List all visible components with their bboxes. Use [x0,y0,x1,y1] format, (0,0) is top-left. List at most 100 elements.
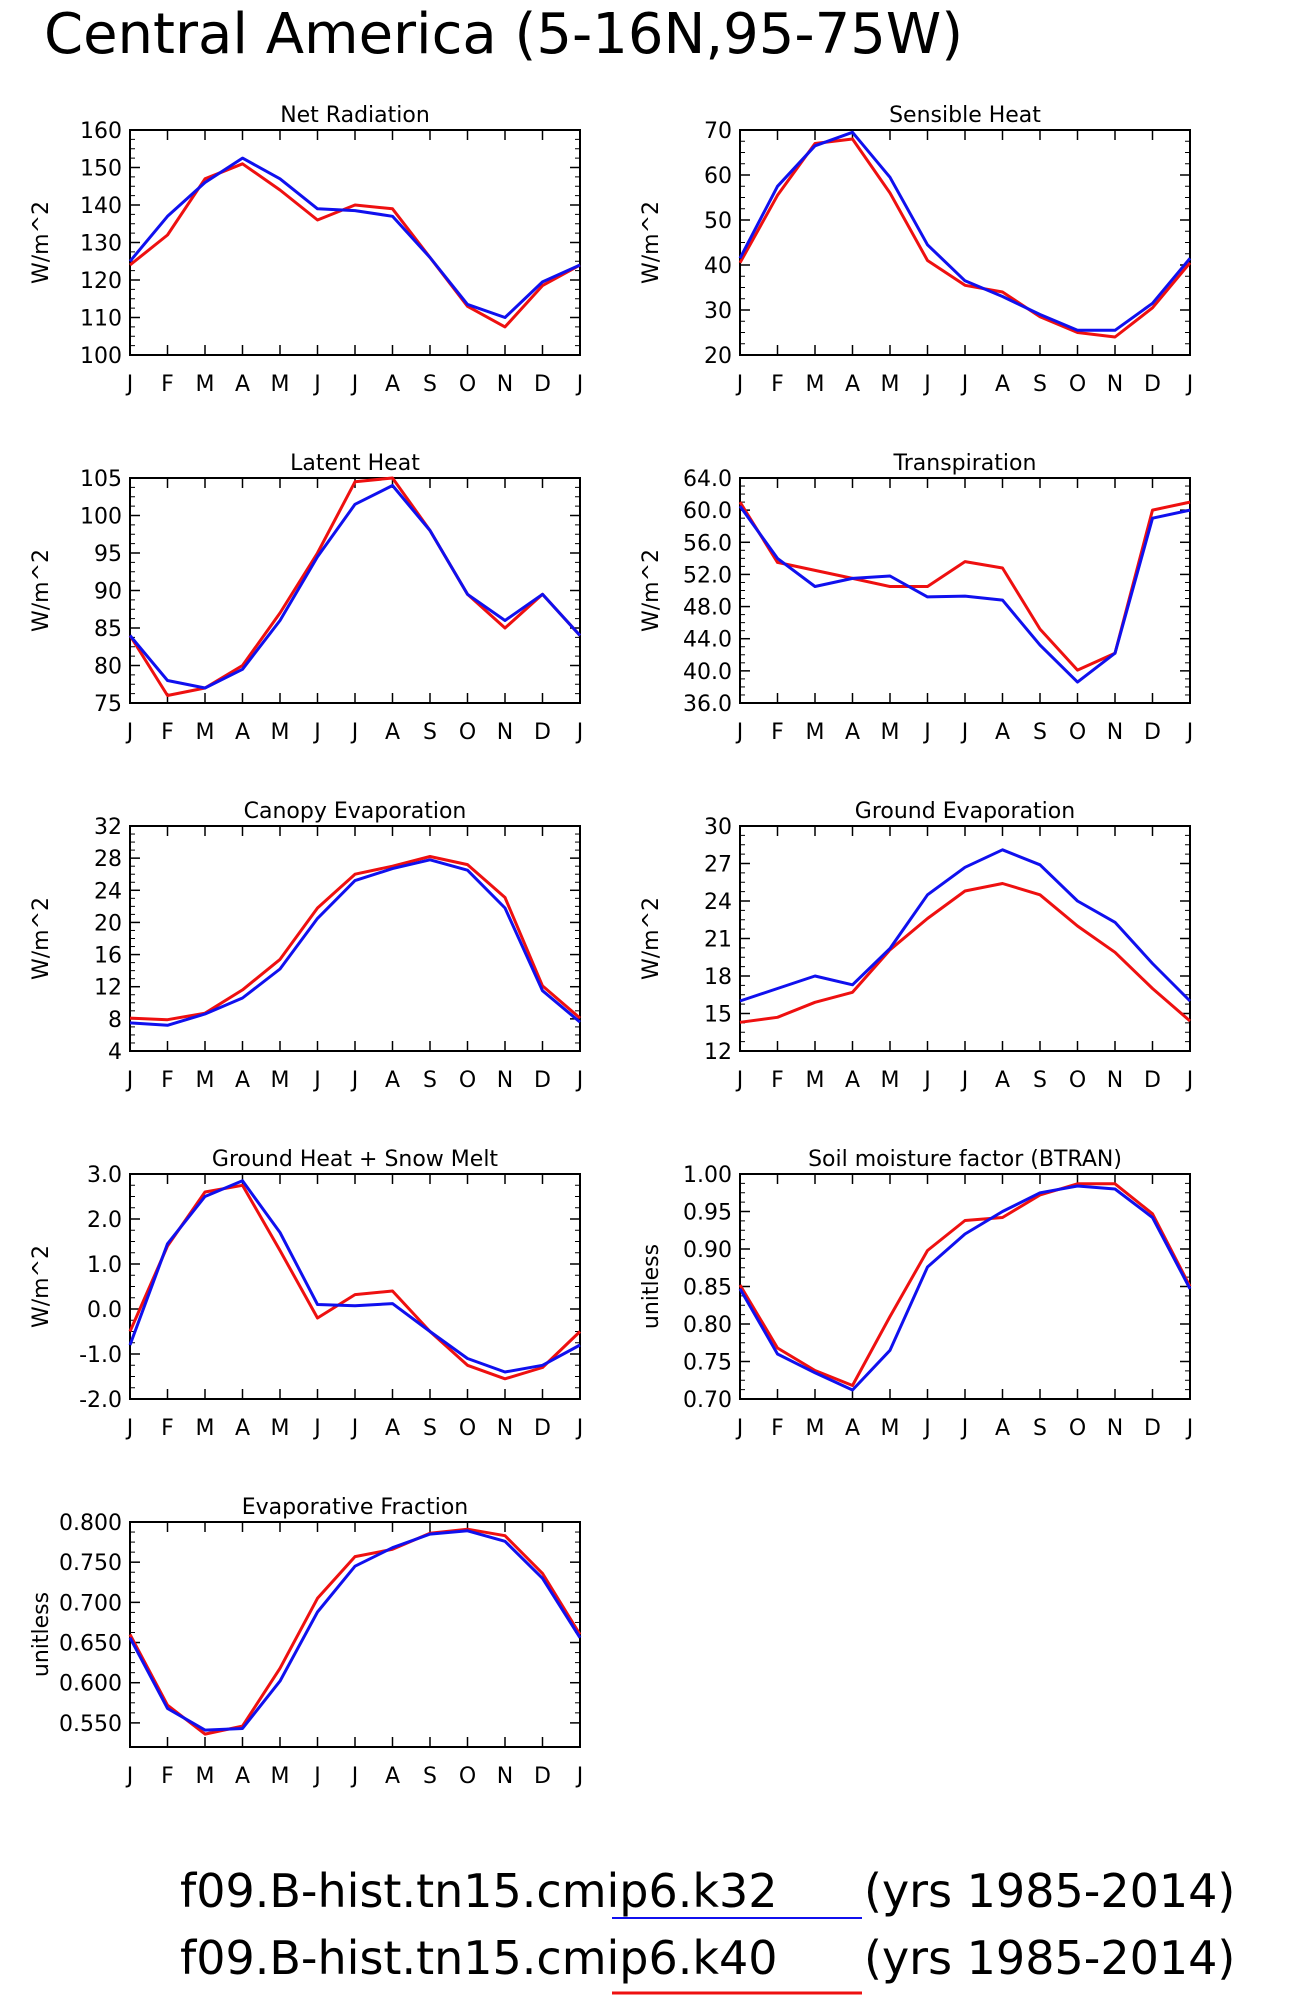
y-tick-label: -1.0 [79,1343,122,1368]
y-tick-label: 75 [94,692,122,717]
x-tick-label: M [271,372,290,397]
x-tick-label: J [312,372,321,397]
x-tick-label: A [845,1068,860,1093]
x-tick-label: J [575,1068,584,1093]
x-tick-label: A [845,372,860,397]
x-tick-label: F [161,372,174,397]
series-line-k40 [738,500,1191,672]
series-line-k32 [128,484,582,690]
x-tick-label: M [881,372,900,397]
panel-title: Latent Heat [290,451,420,476]
x-tick-label: J [125,372,134,397]
x-tick-label: D [534,372,551,397]
y-axis-label: W/m^2 [639,201,664,284]
y-tick-label: 105 [80,467,122,492]
x-tick-label: J [575,1416,584,1441]
y-tick-label: 15 [704,1003,732,1028]
x-tick-label: S [423,1416,437,1441]
x-tick-label: M [196,372,215,397]
figure-title: Central America (5-16N,95-75W) [44,2,963,67]
y-tick-label: 3.0 [87,1163,122,1188]
x-tick-label: J [575,1764,584,1789]
y-tick-label: 4 [108,1040,122,1065]
x-tick-label: S [423,720,437,745]
x-tick-label: N [1107,1068,1123,1093]
y-tick-label: 85 [94,617,122,642]
x-tick-label: N [1107,720,1123,745]
x-tick-label: N [497,720,513,745]
x-tick-label: J [350,1068,359,1093]
y-axis-label: W/m^2 [29,1245,54,1328]
y-tick-label: 0.700 [59,1591,122,1616]
y-tick-label: 24 [704,890,732,915]
x-tick-label: J [1185,372,1194,397]
x-tick-label: M [806,720,825,745]
x-tick-label: F [771,720,784,745]
x-tick-label: M [881,720,900,745]
x-tick-label: J [1185,1416,1194,1441]
y-tick-label: 0.95 [683,1201,732,1226]
x-tick-label: A [995,720,1010,745]
x-tick-label: J [125,1764,134,1789]
x-tick-label: N [1107,372,1123,397]
y-tick-label: -2.0 [79,1388,122,1413]
y-tick-label: 16 [94,944,122,969]
y-axis-label: W/m^2 [639,897,664,980]
panel-9: Evaporative Fraction 0.550 0.600 0.650 0.700… [29,1495,583,1789]
y-tick-label: 2.0 [87,1208,122,1233]
legend-suffix-1: (yrs 1985-2014) [864,1864,1235,1918]
x-tick-label: N [497,1416,513,1441]
x-tick-label: O [459,372,476,397]
x-tick-label: M [196,720,215,745]
x-tick-label: M [881,1416,900,1441]
x-tick-label: M [271,1764,290,1789]
y-tick-label: 32 [94,815,122,840]
series-line-k32 [738,505,1191,684]
y-tick-label: 28 [94,847,122,872]
x-tick-label: F [771,1068,784,1093]
x-tick-label: J [735,1416,744,1441]
x-tick-label: N [1107,1416,1123,1441]
x-tick-label: J [960,1068,969,1093]
y-tick-label: 0.0 [87,1298,122,1323]
y-tick-label: 8 [108,1008,122,1033]
x-tick-label: O [1069,1068,1086,1093]
x-tick-label: M [271,1068,290,1093]
y-tick-label: 120 [80,269,122,294]
x-tick-label: J [960,720,969,745]
y-tick-label: 30 [704,815,732,840]
y-tick-label: 18 [704,965,732,990]
x-tick-label: J [1185,720,1194,745]
x-tick-label: O [1069,372,1086,397]
x-tick-label: J [960,1416,969,1441]
y-axis-label: W/m^2 [29,897,54,980]
y-tick-label: 27 [704,853,732,878]
y-tick-label: 64.0 [683,467,732,492]
x-tick-label: M [806,372,825,397]
panel-title: Ground Evaporation [855,799,1075,824]
x-tick-label: N [497,1068,513,1093]
x-tick-label: A [385,1764,400,1789]
legend: f09.B-hist.tn15.cmip6.k32 (yrs 1985-2014… [180,1864,1235,1995]
x-tick-label: M [881,1068,900,1093]
x-tick-label: J [350,372,359,397]
x-tick-label: F [161,720,174,745]
x-tick-label: S [423,1068,437,1093]
x-tick-label: M [271,720,290,745]
y-tick-label: 1.00 [683,1163,732,1188]
x-tick-label: A [995,1068,1010,1093]
plot-frame [129,477,581,704]
y-tick-label: 80 [94,655,122,680]
x-tick-label: A [845,1416,860,1441]
y-tick-label: 0.750 [59,1551,122,1576]
x-tick-label: M [196,1068,215,1093]
x-tick-label: J [1185,1068,1194,1093]
x-tick-label: D [1144,1068,1161,1093]
legend-label-2: f09.B-hist.tn15.cmip6.k40 [180,1931,778,1985]
x-tick-label: A [385,1416,400,1441]
x-tick-label: A [235,1068,250,1093]
